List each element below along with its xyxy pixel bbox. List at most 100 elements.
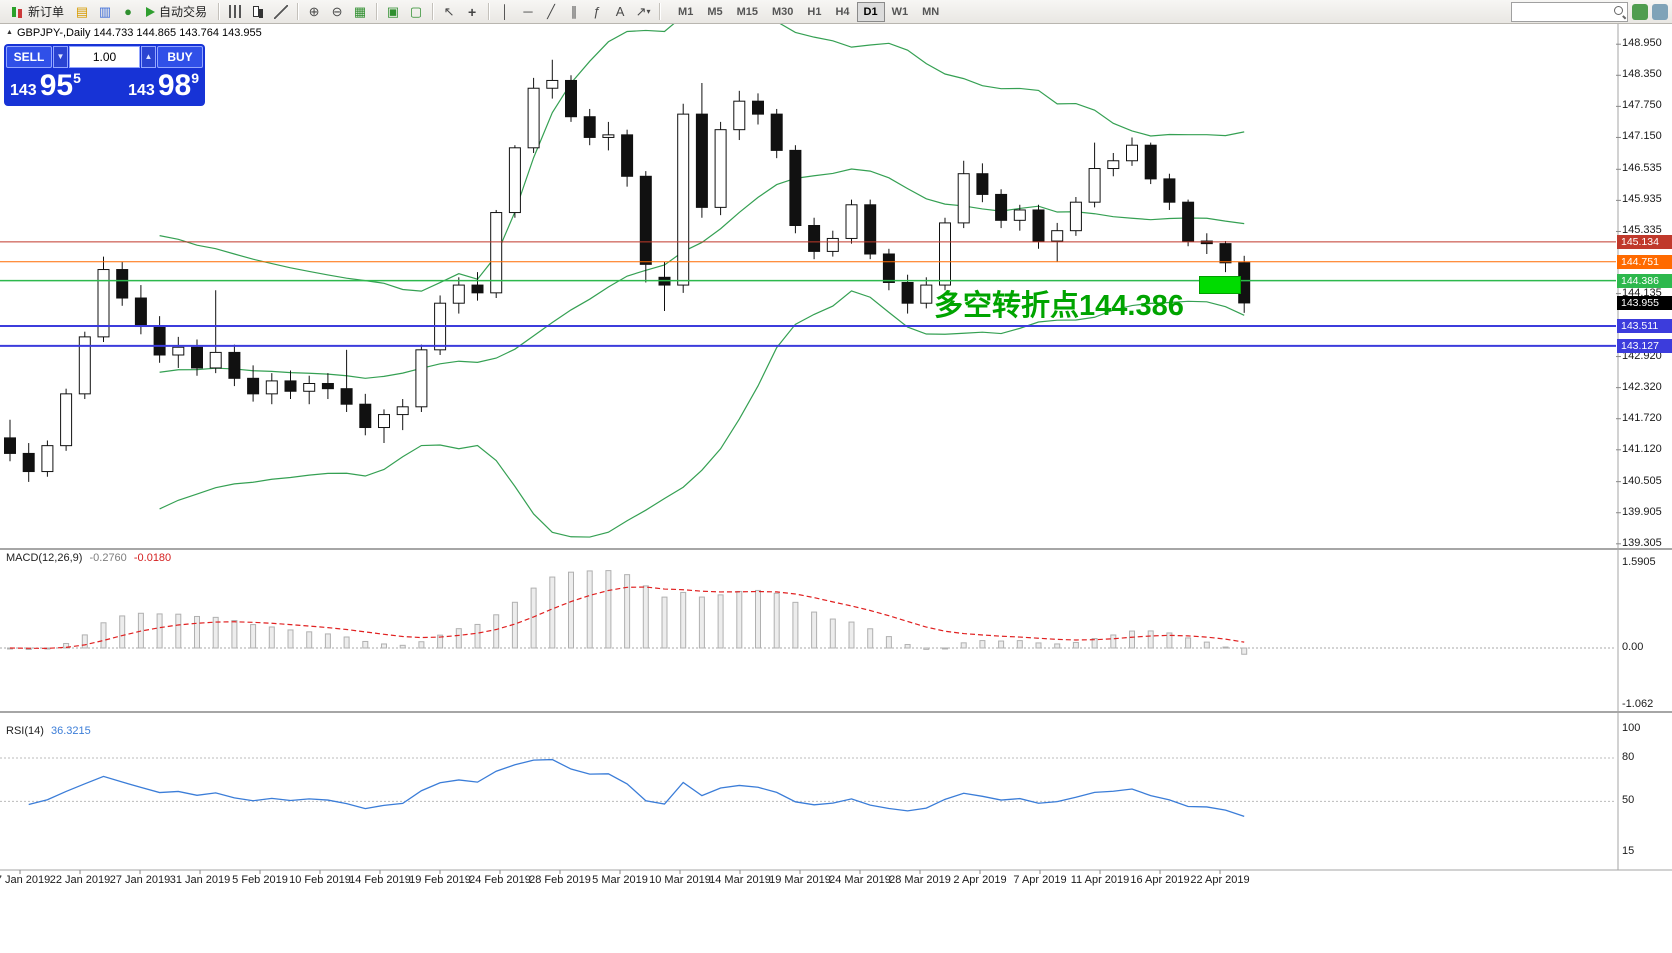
timeframe-m30-button[interactable]: M30 — [765, 2, 800, 22]
level-price-tag: 144.751 — [1617, 254, 1672, 269]
highlight-rectangle[interactable] — [1198, 276, 1241, 295]
bollinger-bands — [159, 24, 1245, 538]
date-axis-label: 2 Apr 2019 — [953, 874, 1007, 886]
buy-button[interactable]: BUY — [157, 46, 203, 68]
level-price-tag: 143.127 — [1617, 338, 1672, 353]
timeframe-w1-button[interactable]: W1 — [885, 2, 916, 22]
tile-windows-button[interactable]: ▦ — [349, 2, 371, 22]
search-input[interactable] — [1512, 3, 1612, 20]
candlestick-chart-button[interactable] — [247, 2, 269, 22]
candlestick-series — [4, 59, 1251, 482]
current-price-tag: 143.955 — [1617, 295, 1672, 310]
chart-canvas[interactable] — [0, 24, 1672, 953]
timeframe-m1-button[interactable]: M1 — [671, 2, 700, 22]
timeframe-m5-button[interactable]: M5 — [700, 2, 729, 22]
notifications-icon[interactable] — [1652, 3, 1668, 20]
community-icon[interactable] — [1632, 3, 1648, 20]
autotrading-button[interactable]: 自动交易 — [140, 2, 213, 22]
search-icon[interactable] — [1612, 4, 1627, 19]
autotrading-icon — [146, 6, 156, 17]
macd-axis-label: 0.00 — [1622, 641, 1644, 653]
candlestick-chart-icon — [251, 5, 265, 19]
market-watch-button[interactable]: ▥ — [94, 2, 116, 22]
new-window-icon: ▣ — [386, 4, 400, 19]
macd-title: MACD(12,26,9) — [6, 552, 83, 564]
fibonacci-button[interactable]: ƒ — [586, 2, 608, 22]
macd-header: MACD(12,26,9) -0.2760 -0.0180 — [6, 552, 171, 564]
text-tool-button[interactable]: A — [609, 2, 631, 22]
macd-main-value: -0.2760 — [89, 552, 127, 564]
charts-window-button[interactable]: ▤ — [71, 2, 93, 22]
channel-button[interactable]: ∥ — [563, 2, 585, 22]
bid-price[interactable]: 143 95 5 — [6, 68, 105, 102]
timeframe-h1-button[interactable]: H1 — [800, 2, 828, 22]
text-tool-icon: A — [615, 4, 625, 19]
timeframe-h4-button[interactable]: H4 — [828, 2, 856, 22]
price-axis-label: 139.305 — [1622, 536, 1662, 549]
date-axis-label: 16 Apr 2019 — [1130, 874, 1190, 886]
price-axis-label: 147.750 — [1622, 99, 1662, 112]
price-axis-label: 140.505 — [1622, 474, 1662, 487]
date-axis-label: 24 Feb 2019 — [469, 874, 531, 886]
sell-button[interactable]: SELL — [6, 46, 52, 68]
zoom-in-button[interactable]: ⊕ — [303, 2, 325, 22]
timeframe-m15-button[interactable]: M15 — [730, 2, 765, 22]
zoom-out-button[interactable]: ⊖ — [326, 2, 348, 22]
toolbar-separator — [488, 3, 490, 20]
collapse-triangle-icon[interactable]: ▲ — [6, 29, 13, 36]
new-order-icon — [10, 5, 24, 19]
macd-indicator — [0, 570, 1616, 655]
crosshair-icon: + — [467, 3, 477, 20]
price-axis-label: 141.720 — [1622, 411, 1662, 424]
timeframe-d1-button[interactable]: D1 — [856, 1, 885, 22]
ask-price[interactable]: 143 98 9 — [105, 68, 204, 102]
timeframe-toolbar: M1 M5 M15 M30 H1 H4 D1 W1 MN — [671, 1, 946, 22]
volume-down-button[interactable]: ▼ — [53, 46, 68, 68]
date-axis-label: 17 Jan 2019 — [0, 874, 51, 886]
trade-panel-controls: SELL ▼ ▲ BUY — [6, 46, 203, 68]
new-order-button[interactable]: 新订单 — [4, 2, 70, 22]
timeframe-mn-button[interactable]: MN — [915, 2, 946, 22]
macd-axis-label: -1.062 — [1622, 697, 1654, 710]
window-list-button[interactable]: ▢ — [405, 2, 427, 22]
level-price-tag: 143.511 — [1617, 318, 1672, 333]
date-axis-label: 11 Apr 2019 — [1070, 874, 1130, 886]
pivot-annotation-text[interactable]: 多空转折点144.386 — [934, 290, 1184, 322]
price-axis-label: 139.905 — [1622, 505, 1662, 518]
volume-input[interactable] — [69, 46, 140, 68]
toolbar-separator — [218, 3, 220, 20]
trendline-button[interactable]: ╱ — [540, 2, 562, 22]
navigator-button[interactable]: ● — [117, 2, 139, 22]
toolbar-right-group — [1511, 1, 1668, 22]
date-axis-label: 14 Mar 2019 — [709, 874, 771, 886]
cursor-button[interactable]: ↖ — [438, 2, 460, 22]
chevron-down-icon: ▾ — [646, 6, 651, 16]
horizontal-line-button[interactable]: ─ — [517, 2, 539, 22]
price-axis-label: 146.535 — [1622, 162, 1662, 175]
date-axis-label: 10 Feb 2019 — [289, 874, 351, 886]
bar-chart-button[interactable] — [224, 2, 246, 22]
one-click-trading-panel: SELL ▼ ▲ BUY 143 95 5 143 98 9 — [4, 44, 205, 106]
vertical-line-button[interactable]: │ — [494, 2, 516, 22]
line-chart-button[interactable] — [270, 2, 292, 22]
date-axis-label: 27 Jan 2019 — [109, 874, 171, 886]
new-window-button[interactable]: ▣ — [382, 2, 404, 22]
rsi-axis-label: 15 — [1622, 844, 1635, 857]
fibonacci-icon: ƒ — [593, 4, 601, 19]
ask-pips: 98 — [157, 69, 192, 102]
ask-point: 9 — [191, 70, 199, 86]
price-axis-label: 144.135 — [1622, 286, 1662, 299]
horizontal-level-lines — [0, 241, 1616, 347]
tile-windows-icon: ▦ — [353, 4, 367, 19]
arrows-tool-button[interactable]: ↗ ▾ — [632, 2, 654, 22]
price-axis-label: 147.150 — [1622, 130, 1662, 143]
price-axis-label: 142.320 — [1622, 380, 1662, 393]
charts-window-icon: ▤ — [75, 4, 89, 19]
axis-ticks — [19, 43, 1621, 874]
crosshair-button[interactable]: + — [461, 2, 483, 22]
rsi-axis-label: 80 — [1622, 750, 1635, 763]
market-watch-icon: ▥ — [98, 4, 112, 19]
date-axis-label: 24 Mar 2019 — [829, 874, 891, 886]
volume-up-button[interactable]: ▲ — [141, 46, 156, 68]
price-axis-label: 148.350 — [1622, 68, 1662, 81]
